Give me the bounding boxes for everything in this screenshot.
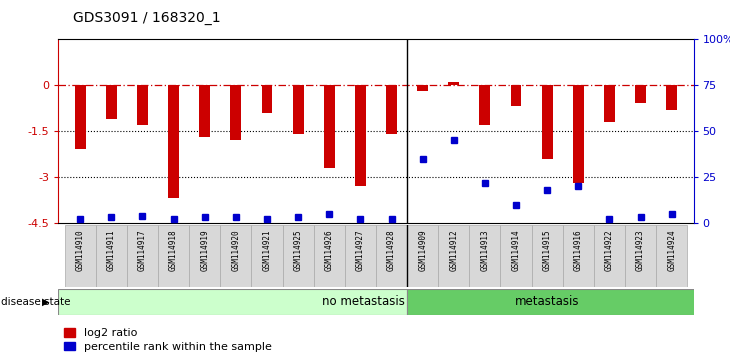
FancyBboxPatch shape (127, 225, 158, 287)
Text: GDS3091 / 168320_1: GDS3091 / 168320_1 (73, 11, 220, 25)
FancyBboxPatch shape (469, 225, 501, 287)
Bar (573, 85, 584, 183)
Text: GSM114913: GSM114913 (480, 230, 489, 272)
FancyBboxPatch shape (531, 225, 563, 287)
Bar (324, 85, 334, 168)
Text: disease state: disease state (1, 297, 70, 307)
Text: GSM114920: GSM114920 (231, 230, 240, 272)
Bar (137, 85, 148, 125)
Text: GSM114922: GSM114922 (605, 230, 614, 272)
Text: ▶: ▶ (42, 297, 50, 307)
Bar (168, 85, 179, 199)
Bar (480, 85, 491, 125)
FancyBboxPatch shape (58, 289, 407, 315)
FancyBboxPatch shape (438, 225, 469, 287)
Bar (231, 85, 242, 140)
FancyBboxPatch shape (314, 225, 345, 287)
FancyBboxPatch shape (407, 225, 438, 287)
Text: GSM114923: GSM114923 (636, 230, 645, 272)
Legend: log2 ratio, percentile rank within the sample: log2 ratio, percentile rank within the s… (64, 328, 272, 352)
FancyBboxPatch shape (158, 225, 189, 287)
Bar (293, 85, 304, 134)
Bar (666, 85, 677, 109)
Text: GSM114909: GSM114909 (418, 230, 427, 272)
Bar (355, 85, 366, 186)
Text: GSM114916: GSM114916 (574, 230, 583, 272)
Bar (604, 85, 615, 122)
Bar (106, 85, 117, 119)
FancyBboxPatch shape (189, 225, 220, 287)
FancyBboxPatch shape (563, 225, 594, 287)
FancyBboxPatch shape (65, 225, 96, 287)
Bar (386, 85, 397, 134)
Text: GSM114917: GSM114917 (138, 230, 147, 272)
Bar (418, 85, 428, 91)
Text: GSM114912: GSM114912 (449, 230, 458, 272)
Bar (448, 82, 459, 85)
FancyBboxPatch shape (407, 289, 703, 315)
Text: GSM114919: GSM114919 (200, 230, 210, 272)
Text: GSM114911: GSM114911 (107, 230, 116, 272)
FancyBboxPatch shape (594, 225, 625, 287)
FancyBboxPatch shape (625, 225, 656, 287)
Text: GSM114927: GSM114927 (356, 230, 365, 272)
Text: GSM114915: GSM114915 (542, 230, 552, 272)
Text: metastasis: metastasis (515, 295, 580, 308)
Text: GSM114925: GSM114925 (293, 230, 303, 272)
Text: GSM114926: GSM114926 (325, 230, 334, 272)
Bar (261, 85, 272, 113)
FancyBboxPatch shape (656, 225, 687, 287)
FancyBboxPatch shape (283, 225, 314, 287)
FancyBboxPatch shape (96, 225, 127, 287)
FancyBboxPatch shape (220, 225, 251, 287)
Text: GSM114921: GSM114921 (263, 230, 272, 272)
Text: GSM114914: GSM114914 (512, 230, 520, 272)
FancyBboxPatch shape (345, 225, 376, 287)
Text: GSM114928: GSM114928 (387, 230, 396, 272)
Text: no metastasis: no metastasis (322, 295, 405, 308)
FancyBboxPatch shape (251, 225, 283, 287)
Bar (199, 85, 210, 137)
Bar (542, 85, 553, 159)
Text: GSM114924: GSM114924 (667, 230, 676, 272)
Text: GSM114918: GSM114918 (169, 230, 178, 272)
Bar (510, 85, 521, 107)
Bar (74, 85, 85, 149)
FancyBboxPatch shape (501, 225, 531, 287)
Bar (635, 85, 646, 103)
Text: GSM114910: GSM114910 (76, 230, 85, 272)
FancyBboxPatch shape (376, 225, 407, 287)
